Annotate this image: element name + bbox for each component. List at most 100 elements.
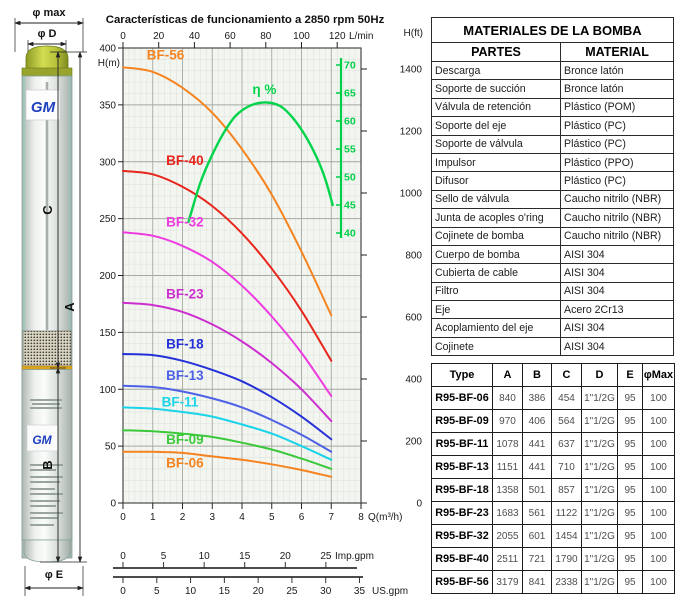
table-cell: Eje [430,300,562,320]
curve-label-BF-32: BF-32 [166,215,204,230]
table-cell: 95 [617,547,643,572]
table-row: Cuerpo de bomba AISI 304 [430,244,674,265]
table-cell: 95 [617,409,643,434]
svg-text:40: 40 [344,228,356,240]
table-cell: Bronce latón [560,60,674,81]
table-cell: Plástico (PC) [560,134,674,154]
table-cell: 1"1/2G [581,478,618,503]
dim-col-b: B [522,363,552,388]
svg-text:200: 200 [99,271,116,282]
curve-label-BF-13: BF-13 [166,368,204,383]
table-cell: 561 [522,501,552,526]
table-row: R95-BF-09 970 406 564 1"1/2G 95 100 [431,409,675,434]
materials-table: MATERIALES DE LA BOMBA PARTES MATERIAL D… [430,17,674,357]
dim-label-a: A [62,302,77,312]
table-row: Cubierta de cable AISI 304 [430,263,674,283]
axis-imp-unit: Imp.gpm [335,551,374,562]
table-cell: 100 [642,570,675,595]
table-cell: 1"1/2G [581,501,618,526]
curve-label-BF-18: BF-18 [166,336,204,351]
table-row: Sello de válvula Caucho nitrilo (NBR) [430,189,674,210]
svg-text:100: 100 [99,385,116,396]
curve-BF-32 [122,231,333,398]
table-cell: 100 [642,386,675,411]
table-cell: R95-BF-11 [431,432,493,457]
svg-text:3: 3 [209,512,215,523]
table-row: R95-BF-06 840 386 454 1"1/2G 95 100 [431,386,675,411]
table-row: Junta de acoples o'ring Caucho nitrilo (N… [430,208,674,228]
axis-us-unit: US.gpm [372,586,408,597]
svg-text:0: 0 [416,499,422,510]
svg-text:200: 200 [405,437,422,448]
svg-text:30: 30 [320,586,332,597]
table-row: Válvula de retención Plástico (POM) [430,97,674,118]
svg-text:1: 1 [150,512,156,523]
table-cell: Válvula de retención [430,97,562,118]
svg-text:40: 40 [189,31,201,42]
table-cell: 386 [522,386,552,411]
svg-text:45: 45 [344,200,356,212]
curve-efficiency [187,101,334,223]
svg-text:15: 15 [219,586,231,597]
svg-text:5: 5 [154,586,160,597]
pump-illustration: φ max φ D GM GM [14,7,87,596]
svg-text:20: 20 [280,551,292,562]
table-cell: 501 [522,478,552,503]
curve-label-BF-40: BF-40 [166,153,204,168]
table-cell: Cubierta de cable [430,263,562,283]
motor-spec-text [30,399,62,409]
materials-table-title: MATERIALES DE LA BOMBA [431,17,674,43]
table-cell: 1790 [551,547,582,572]
dim-line-phi-e [24,566,84,596]
table-row: Filtro AISI 304 [430,281,674,302]
table-cell: 100 [642,432,675,457]
dimensions-table: Type A B C D E φMax R95-BF-06 840 386 454 1"… [431,363,675,595]
curve-label-BF-06: BF-06 [166,456,204,471]
table-cell: Plástico (PC) [560,116,674,136]
table-cell: 1"1/2G [581,547,618,572]
filter-mesh [22,330,72,367]
svg-text:300: 300 [99,157,116,168]
table-cell: 100 [642,547,675,572]
svg-text:400: 400 [405,375,422,386]
table-cell: AISI 304 [560,281,674,302]
gm-logo-plate-lower [26,424,59,452]
table-cell: 1"1/2G [581,409,618,434]
table-cell: R95-BF-32 [431,524,493,549]
grid-major [123,48,361,503]
table-cell: 100 [642,478,675,503]
svg-text:70: 70 [344,60,356,72]
table-row: R95-BF-13 1151 441 710 1"1/2G 95 100 [431,455,675,480]
table-row: R95-BF-32 2055 601 1454 1"1/2G 95 100 [431,524,675,549]
dim-label-phi-e: φ E [45,569,63,581]
axis-bottom-q: 0 1 2 3 4 5 6 7 8 Q(m³/h) [120,503,402,523]
table-row: Soporte de succión Bronce latón [430,79,674,99]
tables-panel: MATERIALES DE LA BOMBA PARTES MATERIAL D… [430,17,675,595]
curve-label-BF-09: BF-09 [166,432,204,447]
table-row: R95-BF-11 1078 441 637 1"1/2G 95 100 [431,432,675,457]
table-cell: AISI 304 [560,336,674,357]
svg-text:0: 0 [120,551,126,562]
table-row: Cojinete AISI 304 [430,336,674,357]
axis-us-gpm: 0 5 10 15 20 25 30 35 US.gpm [113,576,408,597]
table-cell: 970 [492,409,523,434]
table-row: Descarga Bronce latón [430,60,674,81]
table-cell: 1078 [492,432,523,457]
curve-BF-56 [122,66,333,317]
curve-BF-23 [122,301,333,423]
svg-text:1400: 1400 [400,65,423,76]
table-row: Cojinete de bomba Caucho nitrilo (NBR) [430,226,674,246]
table-cell: 95 [617,478,643,503]
curve-label-BF-56: BF-56 [147,47,185,62]
table-cell: Bronce latón [560,79,674,99]
axis-right-hft: 1400 1200 1000 800 600 400 200 0 H(ft) [361,28,423,510]
table-cell: Descarga [430,60,562,81]
table-cell: AISI 304 [560,318,674,338]
svg-text:800: 800 [405,251,422,262]
svg-text:250: 250 [99,214,116,225]
curve-label-BF-11: BF-11 [162,394,199,409]
table-cell: Filtro [430,281,562,302]
table-cell: 1"1/2G [581,432,618,457]
table-row: Acoplamiento del eje AISI 304 [430,318,674,338]
svg-text:65: 65 [344,88,356,100]
